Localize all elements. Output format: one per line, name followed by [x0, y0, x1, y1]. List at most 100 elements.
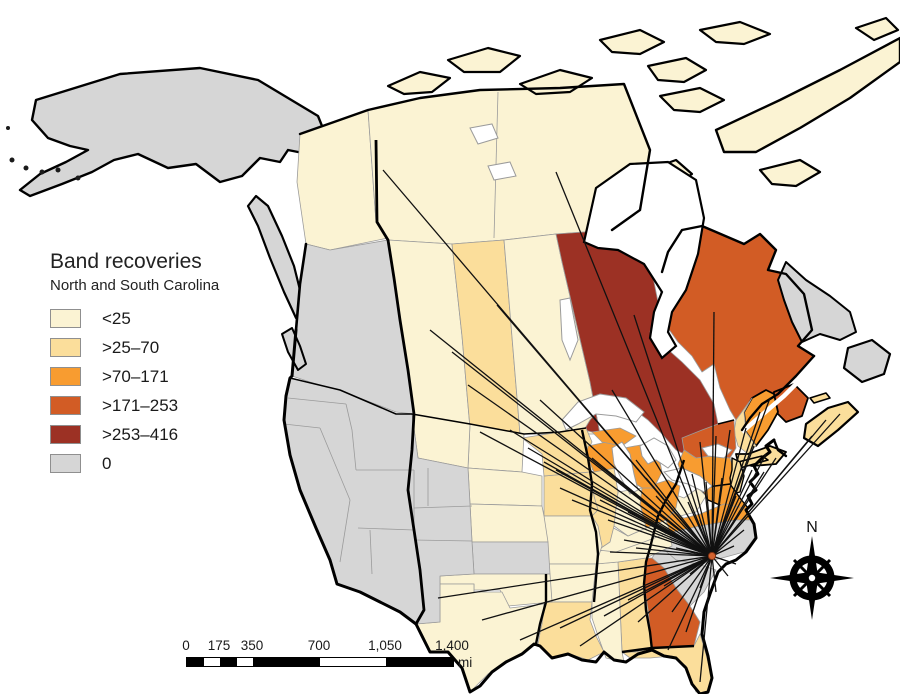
recovery-line	[559, 487, 713, 557]
recovery-line	[667, 555, 713, 651]
recovery-line	[633, 314, 713, 557]
legend-swatch	[50, 338, 81, 357]
scale-tick-label: 700	[307, 638, 331, 653]
recovery-line	[609, 551, 713, 557]
recovery-line	[675, 547, 713, 557]
recovery-lines	[382, 169, 841, 683]
legend-swatch	[50, 396, 81, 415]
legend-label: >70–171	[102, 366, 169, 386]
recovery-line	[527, 447, 713, 557]
scale-bar-segment	[203, 658, 220, 666]
recovery-line	[607, 519, 713, 557]
recovery-line	[711, 555, 729, 577]
recovery-line	[711, 429, 731, 557]
recovery-line	[711, 555, 717, 593]
arctic-island	[758, 158, 822, 188]
legend-label: 0	[102, 453, 112, 473]
recovery-line	[663, 555, 713, 587]
scale-tick-label: 1,400	[435, 638, 469, 653]
region-newfoundland	[842, 338, 892, 384]
recovery-line	[611, 389, 713, 557]
arctic-island	[598, 28, 666, 56]
recovery-line	[627, 555, 713, 601]
region-pei	[809, 392, 831, 404]
scale-tick-label: 350	[240, 638, 264, 653]
compass-north-label: N	[806, 519, 818, 536]
legend-row: <25	[50, 304, 219, 333]
arctic-island	[658, 86, 726, 114]
recovery-line	[571, 499, 713, 557]
recovery-line	[671, 555, 713, 613]
recovery-line	[711, 529, 745, 557]
banding-origin-dot	[707, 551, 717, 561]
legend-swatch	[50, 309, 81, 328]
legend-label: >25–70	[102, 337, 160, 357]
st-lawrence-river	[740, 360, 814, 434]
legend-subtitle: North and South Carolina	[50, 277, 220, 294]
arctic-island	[698, 20, 772, 46]
recovery-line	[637, 555, 713, 623]
scale-bar-segment	[253, 658, 320, 666]
legend-row: >25–70	[50, 333, 219, 362]
recovery-line	[635, 547, 713, 557]
arctic-island	[854, 16, 900, 42]
recovery-line	[451, 351, 713, 557]
recovery-line	[711, 471, 765, 557]
recovery-line	[711, 523, 725, 557]
arctic-island	[646, 56, 708, 84]
arctic-island	[386, 70, 452, 96]
region-kansas	[471, 541, 551, 575]
arctic-island-baffin	[714, 36, 900, 154]
scale-bar-unit: mi	[458, 655, 473, 670]
recovery-line	[437, 555, 713, 599]
legend-label: <25	[102, 308, 131, 328]
recovery-line	[655, 495, 713, 557]
recovery-line	[539, 399, 713, 557]
legend-swatch	[50, 425, 81, 444]
legend-row: >171–253	[50, 391, 219, 420]
legend-label: >171–253	[102, 395, 179, 415]
recovery-line	[579, 555, 713, 647]
scale-bar-bar	[186, 657, 454, 667]
great-slave-lake	[487, 161, 517, 181]
scale-bar: 0 175 350 700 1,050 1,400 mi	[182, 638, 486, 678]
legend-title: Band recoveries	[50, 250, 202, 273]
lake-winnipeg	[559, 297, 579, 362]
recovery-line	[559, 555, 713, 629]
region-nebraska	[469, 503, 549, 543]
recovery-line	[555, 171, 713, 557]
region-labrador	[777, 261, 857, 343]
scale-bar-segment	[187, 658, 204, 666]
recovery-line	[481, 555, 713, 621]
compass-rose: N	[770, 519, 854, 620]
scale-bar-segment	[386, 658, 453, 666]
scale-tick-label: 0	[182, 638, 190, 653]
recovery-line	[509, 429, 713, 557]
region-michigan-upper	[591, 427, 637, 447]
recovery-line	[519, 555, 713, 641]
scale-bar-segment	[320, 658, 386, 666]
hudson-bay	[582, 160, 706, 360]
legend-label: >253–416	[102, 424, 179, 444]
recovery-line	[711, 555, 737, 565]
recovery-line	[691, 473, 713, 557]
recovery-line	[635, 459, 713, 557]
legend-swatch	[50, 454, 81, 473]
recovery-line	[603, 467, 713, 557]
recovery-line	[687, 501, 713, 557]
scale-tick-label: 1,050	[368, 638, 402, 653]
legend-row: >253–416	[50, 420, 219, 449]
legend: Band recoveries North and South Carolina…	[50, 250, 219, 478]
scale-tick-label: 175	[207, 638, 231, 653]
recovery-line	[689, 555, 713, 575]
recovery-line	[667, 503, 713, 557]
legend-row: >70–171	[50, 362, 219, 391]
legend-swatch	[50, 367, 81, 386]
arctic-island	[446, 46, 522, 74]
recovery-line	[711, 427, 747, 557]
region-arkansas	[545, 563, 597, 603]
recovery-line	[711, 413, 841, 557]
legend-row: 0	[50, 449, 219, 478]
